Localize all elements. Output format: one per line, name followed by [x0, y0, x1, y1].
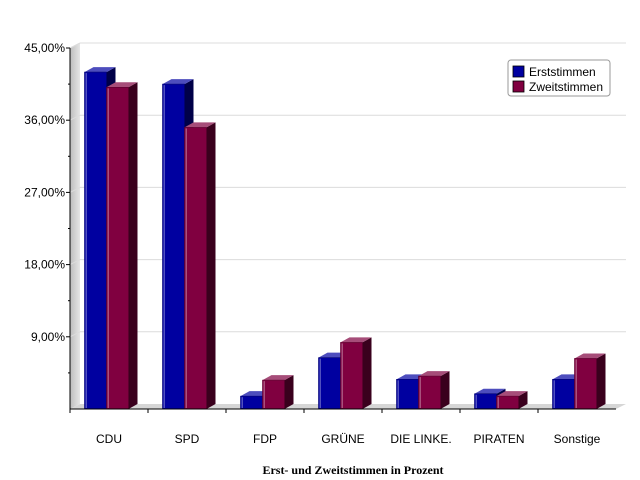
- bars: [84, 67, 606, 410]
- bar-front: [162, 83, 185, 410]
- bar-top: [574, 353, 606, 359]
- x-axis-labels: CDU SPD FDP GRÜNE DIE LINKE. PIRATEN Sonstige: [69, 409, 601, 446]
- x-tick-label: DIE LINKE.: [390, 432, 451, 446]
- bar-top: [496, 391, 528, 397]
- bar-top: [162, 79, 194, 85]
- bar-top: [106, 82, 138, 88]
- x-tick-label: GRÜNE: [321, 432, 364, 446]
- y-tick-label: 45,00%: [24, 41, 65, 55]
- gridline-side: [69, 186, 81, 193]
- bar-highlight: [263, 381, 265, 408]
- bar-zweitstimmen: [184, 122, 216, 410]
- bar-highlight: [553, 380, 555, 408]
- bar-front: [262, 379, 285, 410]
- bar-front: [474, 393, 497, 410]
- bar-highlight: [419, 377, 421, 408]
- bar-side: [596, 353, 606, 409]
- legend-box: [507, 59, 611, 97]
- bar-zweitstimmen: [340, 337, 372, 410]
- x-tick-label: FDP: [253, 432, 277, 446]
- axes: [69, 48, 616, 410]
- y-tick-label: 9,00%: [31, 330, 65, 344]
- bar-front: [574, 358, 597, 410]
- gridline-side: [69, 114, 81, 121]
- bar-side: [440, 371, 450, 409]
- bar-front: [84, 71, 107, 410]
- bar-highlight: [319, 358, 321, 408]
- bar-highlight: [475, 394, 477, 408]
- bar-zweitstimmen: [106, 82, 138, 410]
- gridline-side: [69, 259, 81, 266]
- legend-swatch: [512, 80, 525, 93]
- bar-highlight: [397, 380, 399, 408]
- bar-zweitstimmen: [574, 353, 606, 410]
- x-tick-label: CDU: [96, 432, 122, 446]
- bar-top: [418, 371, 450, 377]
- y-axis-ticks: 9,00% 18,00% 27,00% 36,00% 45,00%: [24, 41, 70, 374]
- x-tick-label: Sonstige: [554, 432, 601, 446]
- y-tick-label: 27,00%: [24, 185, 65, 199]
- bar-front: [496, 395, 519, 410]
- x-axis-title: Erst- und Zweitstimmen in Prozent: [262, 463, 443, 477]
- bar-front: [106, 87, 129, 410]
- bar-highlight: [85, 73, 87, 409]
- bar-top: [474, 388, 506, 394]
- bar-zweitstimmen: [418, 371, 450, 410]
- bar-side: [518, 391, 528, 409]
- bar-top: [184, 122, 216, 128]
- y-tick-label: 18,00%: [24, 258, 65, 272]
- bar-highlight: [107, 88, 109, 408]
- bar-side: [128, 82, 138, 409]
- bar-top: [84, 67, 116, 73]
- bar-front: [184, 127, 207, 410]
- bar-front: [552, 379, 575, 410]
- legend-swatch: [512, 65, 525, 78]
- bar-side: [206, 122, 216, 410]
- gridline-side: [69, 331, 81, 338]
- gridline-side: [69, 42, 81, 49]
- bar-front: [240, 395, 263, 410]
- bar-highlight: [185, 128, 187, 409]
- bar-highlight: [575, 359, 577, 408]
- bar-zweitstimmen: [496, 391, 528, 410]
- bar-top: [262, 375, 294, 381]
- bar-front: [340, 342, 363, 410]
- bar-front: [396, 379, 419, 410]
- bar-highlight: [497, 397, 499, 408]
- bar-highlight: [163, 85, 165, 408]
- y-tick-label: 36,00%: [24, 113, 65, 127]
- bar-highlight: [341, 343, 343, 408]
- x-tick-label: SPD: [175, 432, 200, 446]
- legend-label: Zweitstimmen: [529, 80, 603, 94]
- bar-side: [362, 337, 372, 409]
- bar-front: [318, 357, 341, 410]
- bar-top: [340, 337, 372, 343]
- bar-highlight: [241, 397, 243, 408]
- bar-front: [418, 375, 441, 410]
- bar-side: [284, 375, 294, 409]
- x-tick-label: PIRATEN: [473, 432, 524, 446]
- legend-label: Erststimmen: [529, 65, 596, 79]
- left-wall: [70, 43, 80, 409]
- bar-zweitstimmen: [262, 375, 294, 410]
